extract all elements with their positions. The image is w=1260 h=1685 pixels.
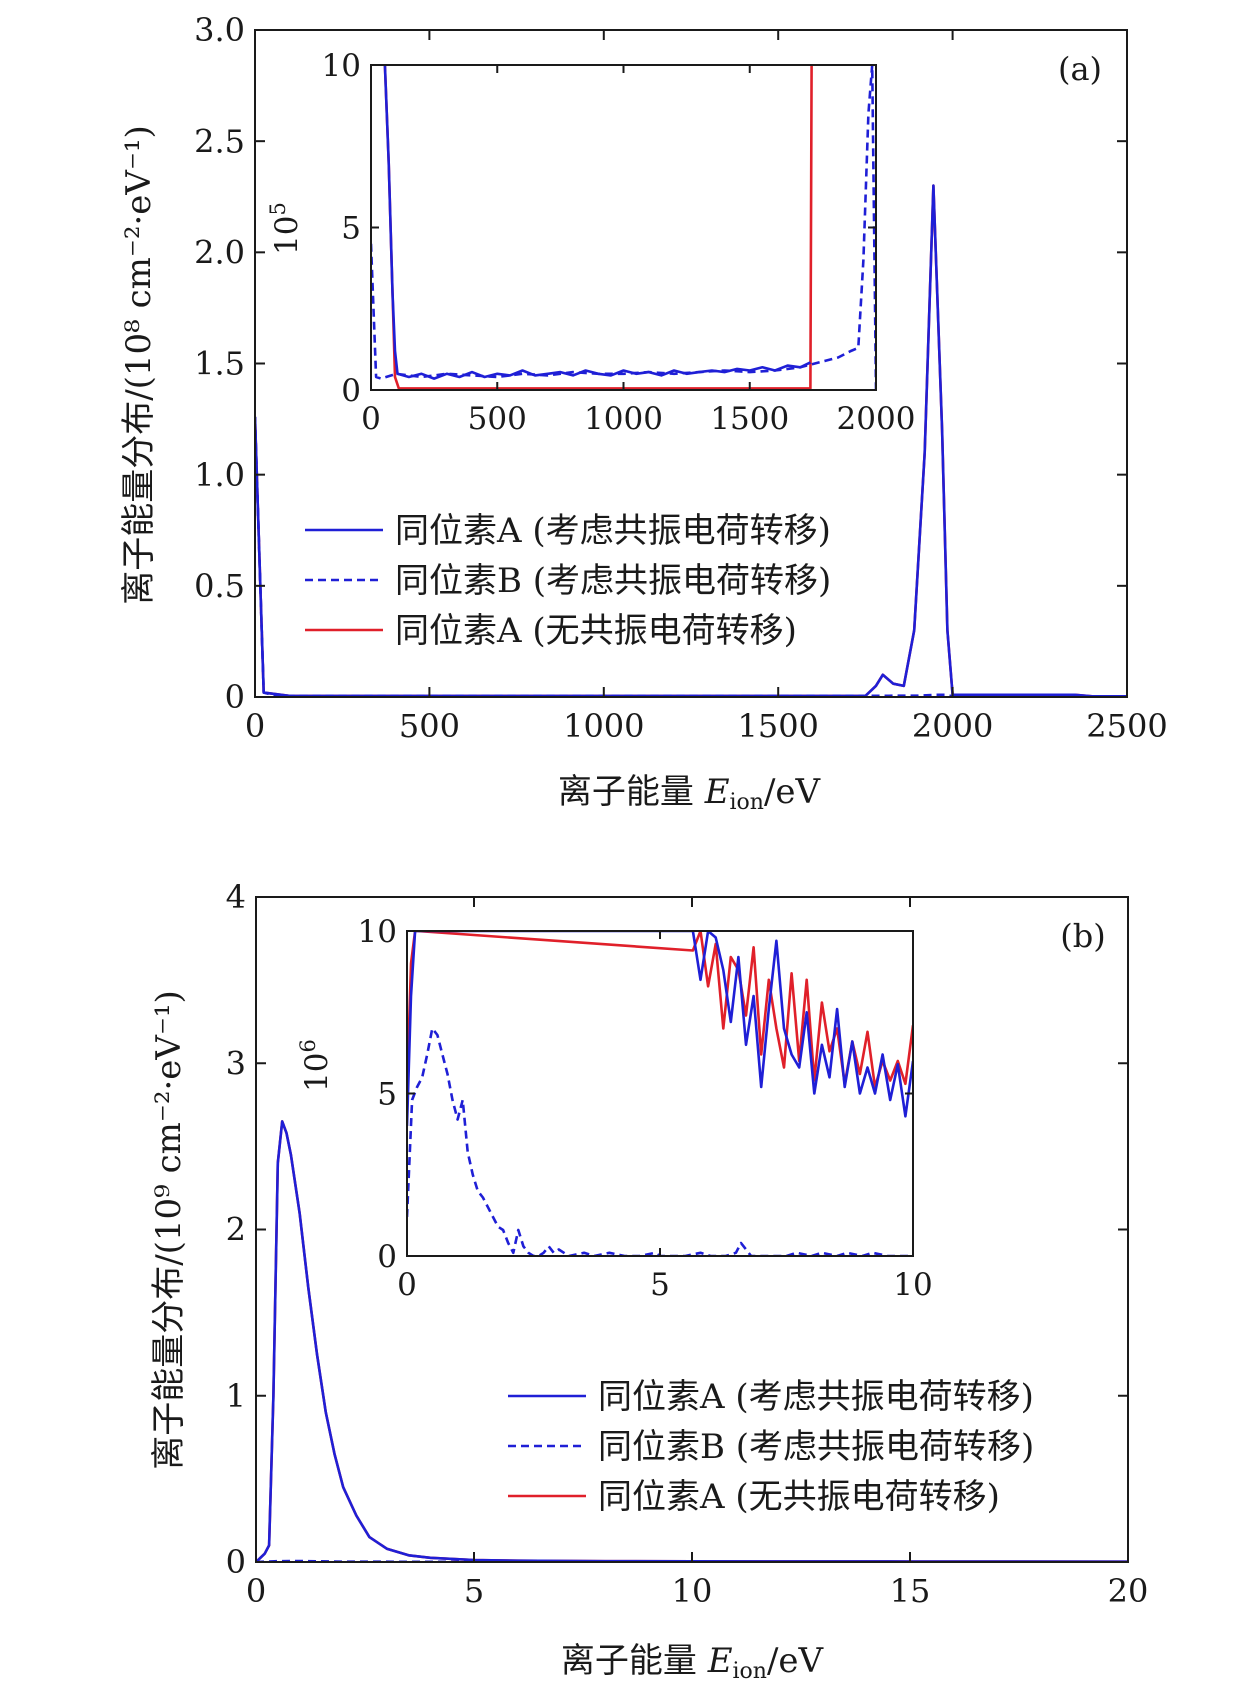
panel-b-ylabel: 离子能量分布/(10⁹ cm⁻²·eV⁻¹) — [149, 990, 189, 1470]
panel-a-legend: 同位素A (考虑共振电荷转移) 同位素B (考虑共振电荷转移) 同位素A (无共振电… — [305, 511, 831, 651]
inset-b-xtick-label: 10 — [893, 1267, 932, 1303]
panel-b-label: (b) — [1060, 917, 1105, 955]
inset-a-series-isotope-b-rct — [371, 65, 876, 390]
inset-a-xtick-label: 0 — [361, 401, 381, 437]
inset-a-ylabel-base: 10 — [269, 216, 305, 255]
panel-b-xtick-label: 5 — [464, 1572, 484, 1610]
inset-b-ylabel-exp: 6 — [296, 1039, 320, 1052]
panel-a-xtick-label: 1500 — [737, 707, 818, 745]
panel-b-xlabel-suffix: /eV — [767, 1641, 825, 1681]
inset-a-xtick-label: 1000 — [584, 401, 663, 437]
panel-b-ytick-label: 2 — [226, 1211, 246, 1249]
inset-b-ylabel: 106 — [296, 1039, 335, 1092]
panel-a-xlabel-prefix: 离子能量 — [558, 772, 705, 812]
inset-a-ytick-label: 0 — [341, 373, 361, 409]
panel-b-legend-label: 同位素B (考虑共振电荷转移) — [598, 1427, 1034, 1467]
inset-b-background — [407, 931, 913, 1256]
inset-b-series — [407, 931, 913, 1256]
panel-b-xtick-label: 20 — [1108, 1572, 1149, 1610]
inset-a-ylabel-exp: 5 — [266, 202, 290, 215]
panel-b-ytick-label: 1 — [226, 1377, 246, 1415]
panel-b-ytick-label: 4 — [226, 878, 246, 916]
panel-a-xtick-label: 2500 — [1086, 707, 1167, 745]
panel-a-series-isotope-b-rct — [255, 416, 1127, 697]
panel-b-xtick-label: 15 — [890, 1572, 931, 1610]
panel-a-xlabel-sub: ion — [730, 790, 764, 815]
panel-a-xtick-label: 0 — [245, 707, 265, 745]
panel-a-xlabel-var: E — [704, 772, 730, 812]
inset-a-xtick-label: 2000 — [837, 401, 916, 437]
panel-b-xlabel-var: E — [707, 1641, 733, 1681]
panel-a-xtick-label: 2000 — [912, 707, 993, 745]
inset-a-xtick-label: 1500 — [710, 401, 789, 437]
panel-b-xtick-label: 10 — [672, 1572, 713, 1610]
panel-b-ticks: 0 5 10 15 20 0 1 2 3 4 — [226, 878, 1149, 1610]
panel-a-xtick-label: 1000 — [563, 707, 644, 745]
inset-a-ticks: 0 500 1000 1500 2000 0 5 10 — [322, 48, 916, 437]
inset-b-series-isotope-a-rct — [407, 931, 913, 1127]
inset-b-ticks: 0 5 10 0 5 10 — [358, 914, 933, 1303]
panel-b-legend: 同位素A (考虑共振电荷转移) 同位素B (考虑共振电荷转移) 同位素A (无共振电… — [508, 1377, 1034, 1517]
panel-a: 0 500 1000 1500 2000 250000.51.01.52.02.53.0 … — [119, 11, 1168, 815]
panel-b-ytick-label: 0 — [226, 1543, 246, 1581]
panel-a-ytick-label: 1.5 — [194, 345, 245, 383]
inset-b-ylabel-base: 10 — [299, 1053, 335, 1092]
panel-a-legend-label: 同位素A (无共振电荷转移) — [395, 611, 797, 651]
inset-b-xtick-label: 5 — [650, 1267, 670, 1303]
inset-b-ytick-label: 0 — [377, 1239, 397, 1275]
panel-a-ytick-label: 0.5 — [194, 567, 245, 605]
panel-a-ylabel: 离子能量分布/(10⁸ cm⁻²·eV⁻¹) — [119, 125, 159, 605]
panel-a-series-isotope-a-rct — [255, 184, 1127, 697]
panel-a-ytick-label: 1.0 — [194, 456, 245, 494]
panel-a-ytick-label: 0 — [225, 678, 245, 716]
panel-a-ytick-label: 3.0 — [194, 11, 245, 49]
inset-a-ytick-label: 5 — [341, 210, 361, 246]
panel-b-ytick-label: 3 — [226, 1044, 246, 1082]
inset-b-ytick-label: 5 — [377, 1076, 397, 1112]
panel-a-ytick-label: 2.0 — [194, 234, 245, 272]
panel-a-label: (a) — [1058, 50, 1102, 88]
inset-a-ylabel: 105 — [266, 202, 305, 255]
panel-a-xlabel: 离子能量 Eion/eV — [558, 772, 822, 815]
panel-a-xlabel-suffix: /eV — [764, 772, 822, 812]
inset-b-ytick-label: 10 — [358, 914, 397, 950]
panel-a-series — [255, 184, 1127, 697]
inset-b-xtick-label: 0 — [397, 1267, 417, 1303]
panel-a-legend-label: 同位素B (考虑共振电荷转移) — [395, 561, 831, 601]
inset-a-ytick-label: 10 — [322, 48, 361, 84]
panel-b-xlabel-prefix: 离子能量 — [561, 1641, 708, 1681]
panel-b-legend-label: 同位素A (无共振电荷转移) — [598, 1477, 1000, 1517]
panel-a-legend-label: 同位素A (考虑共振电荷转移) — [395, 511, 831, 551]
panel-a-xtick-label: 500 — [399, 707, 460, 745]
panel-a-ytick-label: 2.5 — [194, 122, 245, 160]
inset-a-xtick-label: 500 — [468, 401, 527, 437]
panel-b-xlabel: 离子能量 Eion/eV — [561, 1641, 825, 1684]
panel-b-legend-label: 同位素A (考虑共振电荷转移) — [598, 1377, 1034, 1417]
inset-a-background — [371, 65, 876, 390]
inset-a-series — [371, 65, 876, 390]
inset-b-series-isotope-b-rct — [407, 1027, 913, 1256]
panel-b-xtick-label: 0 — [246, 1572, 266, 1610]
panel-b-xlabel-sub: ion — [733, 1659, 767, 1684]
